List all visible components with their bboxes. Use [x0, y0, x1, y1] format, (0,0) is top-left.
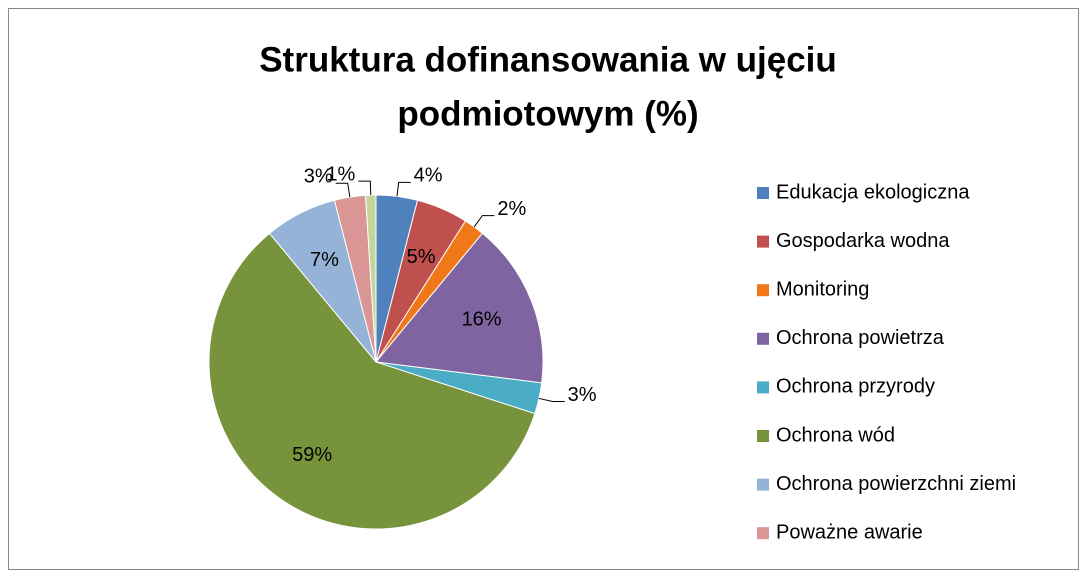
legend-label: Monitoring — [776, 278, 869, 300]
legend-label: Ochrona powietrza — [776, 327, 945, 349]
data-label: 4% — [414, 165, 443, 187]
data-label: 3% — [304, 166, 333, 188]
leader-line — [335, 182, 351, 198]
pie-slice — [375, 232, 544, 384]
data-label: 1% — [326, 163, 355, 185]
leader-line — [473, 215, 495, 228]
chart-frame — [8, 8, 1079, 570]
pie-slice — [364, 194, 377, 363]
legend-swatch — [757, 527, 769, 540]
legend-label: Ochrona powierzchni ziemi — [776, 473, 1016, 495]
leader-line — [538, 397, 565, 402]
legend-swatch — [757, 381, 769, 394]
legend-swatch — [757, 478, 769, 491]
legend-label: Edukacja ekologiczna — [776, 181, 970, 203]
data-label: 2% — [497, 198, 526, 220]
data-label: 5% — [407, 246, 436, 268]
legend-label: Ochrona wód — [776, 424, 895, 446]
legend-swatch — [757, 284, 769, 297]
data-label: 3% — [568, 384, 597, 406]
chart-title: podmiotowym (%) — [397, 94, 698, 133]
pie-slice — [208, 232, 536, 530]
data-label: 7% — [310, 249, 339, 271]
leader-line — [358, 180, 372, 196]
chart-title: Struktura dofinansowania w ujęciu — [259, 40, 837, 79]
legend-swatch — [757, 187, 769, 199]
data-label: 16% — [462, 308, 502, 330]
legend-label: Gospodarka wodna — [776, 230, 950, 252]
data-label: 59% — [292, 444, 332, 466]
legend-label: Poważne awarie — [776, 521, 923, 543]
legend-swatch — [757, 235, 769, 248]
legend-label: Ochrona przyrody — [776, 376, 935, 398]
legend-swatch — [757, 332, 769, 345]
legend-swatch — [757, 430, 769, 442]
leader-line — [396, 181, 411, 197]
